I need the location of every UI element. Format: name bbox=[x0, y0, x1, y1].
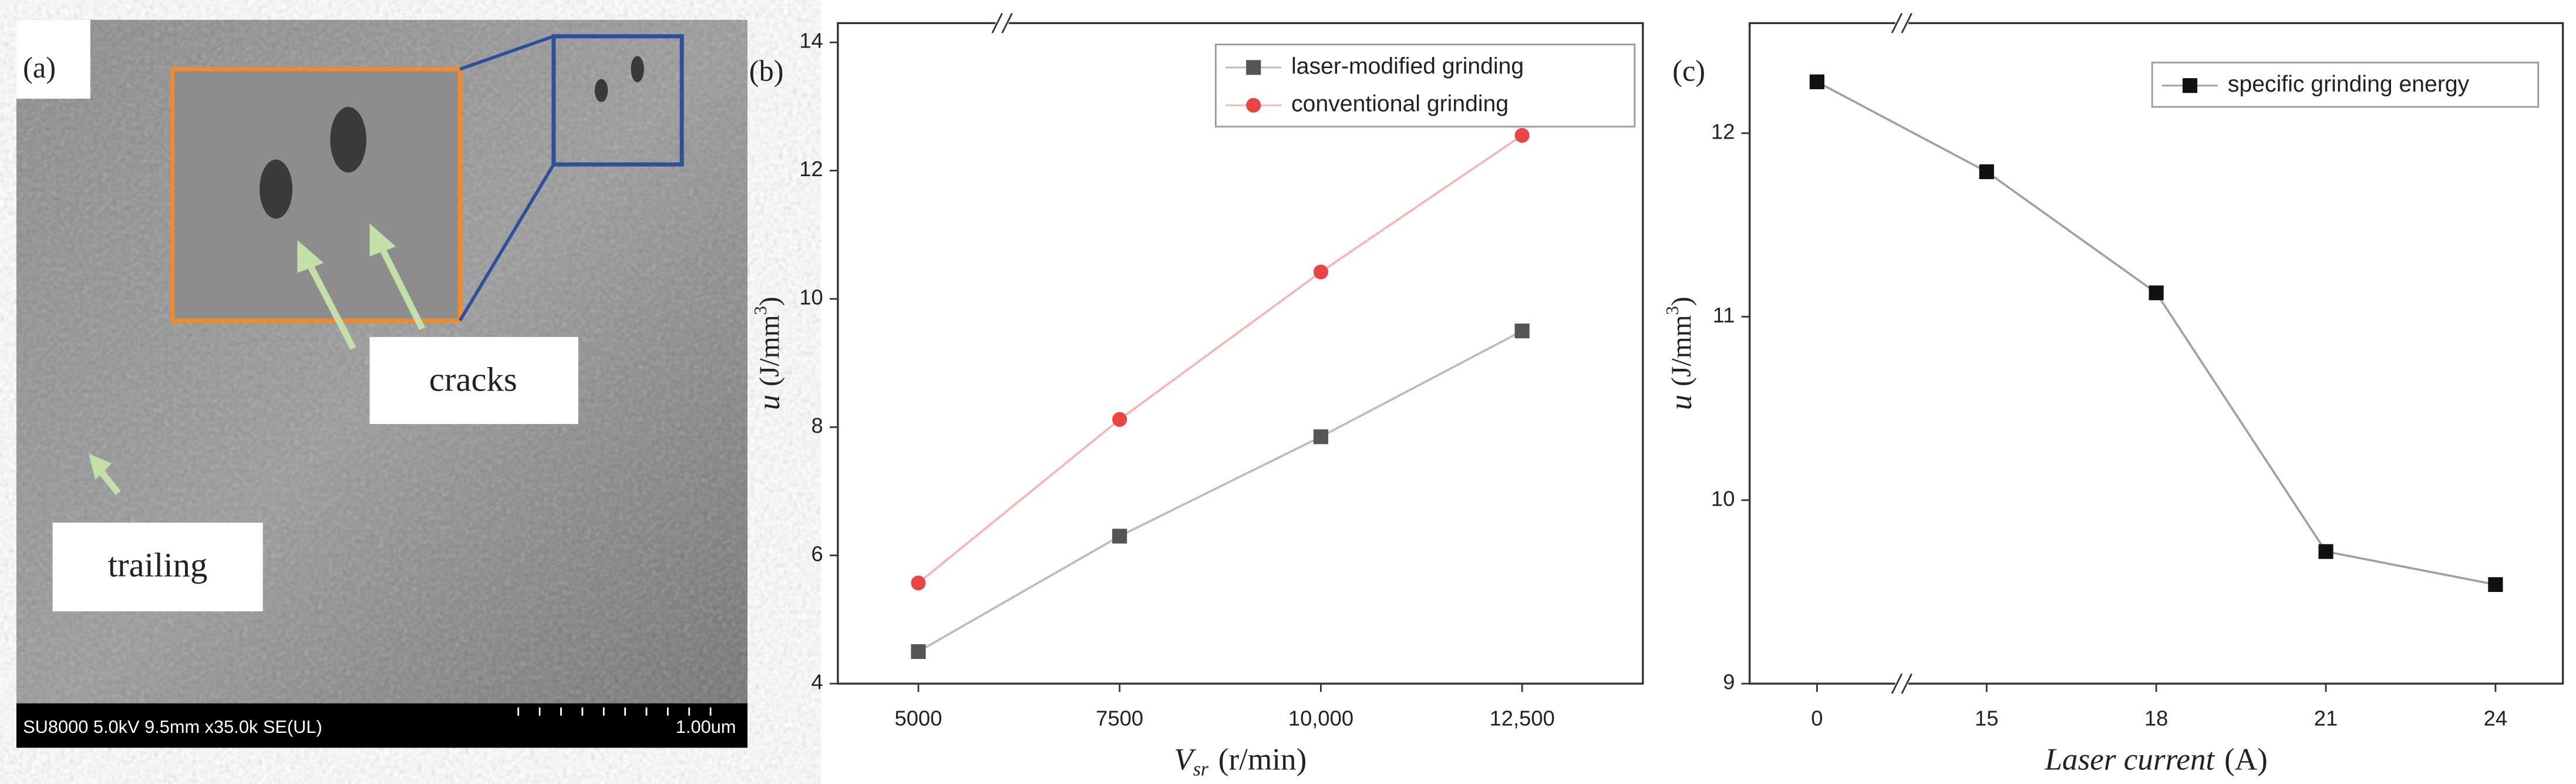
x-tick-label: 0 bbox=[1811, 706, 1823, 730]
x-tick-label: 10,000 bbox=[1288, 706, 1353, 730]
y-tick-label: 12 bbox=[799, 157, 823, 181]
y-tick-label: 11 bbox=[1713, 303, 1735, 327]
data-point bbox=[1514, 127, 1530, 143]
annotation: trailing bbox=[108, 546, 208, 584]
zoom-line bbox=[459, 35, 554, 71]
crack-hole bbox=[631, 56, 644, 83]
x-label-part: (A) bbox=[2224, 743, 2268, 777]
data-point bbox=[1979, 164, 1994, 180]
arrow-head bbox=[369, 223, 396, 257]
panel-label: (a) bbox=[23, 51, 56, 84]
plot-frame bbox=[1749, 22, 2564, 685]
y-tick-label: 6 bbox=[811, 541, 823, 566]
crack-hole bbox=[594, 79, 608, 102]
annotation-box bbox=[369, 337, 578, 425]
annotation: cracks bbox=[429, 361, 517, 399]
label-bg bbox=[16, 19, 90, 99]
y-tick-label: 10 bbox=[799, 285, 823, 309]
x-tick-label: 7500 bbox=[1096, 706, 1143, 730]
data-point bbox=[2318, 544, 2333, 559]
y-label-part: u bbox=[1664, 395, 1698, 410]
arrows bbox=[89, 223, 426, 496]
data-point bbox=[1313, 264, 1329, 280]
y-tick-label: 4 bbox=[811, 670, 823, 694]
x-axis-label: Vsr (r/min) bbox=[1174, 743, 1306, 780]
data-point bbox=[911, 644, 926, 659]
x-tick-label: 18 bbox=[2144, 706, 2168, 730]
data-point bbox=[1313, 429, 1329, 445]
sem-panel: (a) cracks trailing SU8000 5.0kV 9.5mm x… bbox=[16, 19, 748, 748]
x-tick-label: 12,500 bbox=[1490, 706, 1555, 730]
data-point bbox=[2488, 577, 2503, 592]
y-tick-label: 9 bbox=[1723, 670, 1735, 694]
crack-hole bbox=[260, 159, 293, 219]
y-label-part: 3 bbox=[1662, 306, 1682, 315]
x-label-part: Laser current bbox=[2044, 743, 2215, 777]
crack-hole bbox=[330, 107, 366, 173]
arrow bbox=[378, 245, 426, 331]
scale-bar-label: 1.00um bbox=[676, 716, 736, 737]
legend-box bbox=[1214, 43, 1636, 128]
y-tick-label: 10 bbox=[1711, 486, 1735, 510]
y-tick-label: 14 bbox=[799, 29, 823, 53]
y-label-part: (J/mm bbox=[755, 315, 785, 386]
series-line bbox=[917, 134, 1523, 584]
axis-break bbox=[1891, 673, 1903, 694]
legend-label: conventional grinding bbox=[1291, 92, 1508, 117]
legend-marker bbox=[1246, 60, 1261, 75]
x-label-part: V bbox=[1174, 743, 1196, 777]
panel-label: (b) bbox=[749, 55, 784, 88]
series-line bbox=[918, 329, 1523, 653]
panel-label: (c) bbox=[1672, 55, 1705, 88]
axis-break bbox=[1891, 12, 1903, 33]
plot-frame bbox=[837, 22, 1644, 685]
y-label-part: 3 bbox=[750, 306, 770, 315]
x-tick-label: 5000 bbox=[895, 706, 942, 730]
y-label-part: (J/mm bbox=[1666, 315, 1697, 386]
x-tick-label: 21 bbox=[2314, 706, 2338, 730]
y-label-part: ) bbox=[1666, 297, 1697, 306]
data-point bbox=[1809, 74, 1824, 89]
y-axis-label: u (J/mm3) bbox=[750, 297, 786, 410]
y-label-part: ) bbox=[755, 297, 785, 306]
axis-break bbox=[1901, 12, 1912, 33]
x-tick-label: 24 bbox=[2484, 706, 2507, 730]
x-label-part: (r/min) bbox=[1218, 743, 1307, 777]
legend-label: specific grinding energy bbox=[2228, 72, 2470, 97]
arrow-head bbox=[297, 240, 324, 273]
data-point bbox=[1514, 323, 1530, 339]
y-label-part: u bbox=[752, 395, 786, 410]
data-point bbox=[1112, 529, 1127, 544]
legend-label: laser-modified grinding bbox=[1291, 53, 1524, 79]
legend-marker bbox=[2182, 78, 2198, 93]
info-text: SU8000 5.0kV 9.5mm x35.0k SE(UL) bbox=[23, 716, 322, 737]
x-tick-label: 15 bbox=[1975, 706, 1998, 730]
zoom-line bbox=[458, 163, 555, 322]
annotation-box bbox=[52, 522, 263, 612]
series-line bbox=[1816, 80, 2496, 586]
data-point bbox=[2149, 285, 2164, 301]
axis-break bbox=[991, 12, 1003, 33]
y-axis-label: u (J/mm3) bbox=[1662, 297, 1698, 410]
legend-box bbox=[2151, 62, 2540, 108]
y-tick-label: 12 bbox=[1711, 119, 1735, 143]
legend-marker bbox=[1246, 97, 1261, 113]
x-label-part: sr bbox=[1193, 758, 1209, 780]
data-point bbox=[1112, 412, 1127, 427]
arrow-head bbox=[89, 453, 112, 480]
zoom-source bbox=[551, 34, 684, 167]
axis-break bbox=[1001, 12, 1013, 33]
axis-break bbox=[1901, 673, 1912, 694]
x-axis-label: Laser current (A) bbox=[2044, 743, 2267, 777]
y-tick-label: 8 bbox=[811, 413, 823, 438]
arrow bbox=[306, 261, 356, 350]
data-point bbox=[911, 576, 926, 591]
